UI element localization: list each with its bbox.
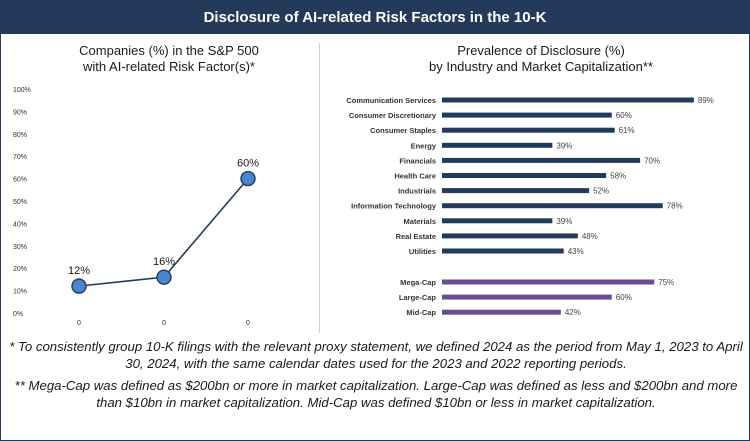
y-tick-label: 10% xyxy=(13,289,27,296)
y-tick-label: 0% xyxy=(13,311,23,318)
y-tick-label: 50% xyxy=(13,199,27,206)
category-label: Consumer Discretionary xyxy=(349,111,437,120)
bar-value-label: 60% xyxy=(616,293,632,302)
bar xyxy=(442,294,612,300)
category-label: Industrials xyxy=(398,187,436,196)
x-tick-label: 0 xyxy=(246,320,250,327)
footnote-market-cap: ** Mega-Cap was defined as $200bn or mor… xyxy=(14,378,738,410)
footnotes: * To consistently group 10-K filings wit… xyxy=(7,339,745,417)
category-label: Mega-Cap xyxy=(400,278,436,287)
bar xyxy=(442,218,553,224)
category-label: Communication Services xyxy=(346,96,436,105)
data-point xyxy=(71,278,87,294)
bar xyxy=(442,248,564,254)
right-chart-title: Prevalence of Disclosure (%) by Industry… xyxy=(361,43,721,75)
x-tick-label: 0 xyxy=(77,320,81,327)
data-label: 12% xyxy=(68,265,90,277)
category-label: Information Technology xyxy=(351,202,437,211)
bar-value-label: 58% xyxy=(610,172,626,181)
bar xyxy=(442,203,663,209)
bar-value-label: 60% xyxy=(616,111,632,120)
right-chart-title-line1: Prevalence of Disclosure (%) xyxy=(457,43,625,58)
banner-title: Disclosure of AI-related Risk Factors in… xyxy=(1,1,749,34)
category-label: Utilities xyxy=(409,247,436,256)
bar-value-label: 39% xyxy=(556,217,572,226)
y-tick-label: 40% xyxy=(13,221,27,228)
bar-value-label: 78% xyxy=(667,202,683,211)
y-tick-label: 90% xyxy=(13,109,27,116)
category-label: Real Estate xyxy=(396,232,436,241)
data-label: 16% xyxy=(153,256,175,268)
category-label: Consumer Staples xyxy=(370,126,436,135)
bar xyxy=(442,142,553,148)
data-point xyxy=(240,170,256,187)
bar xyxy=(442,173,607,178)
left-chart-title: Companies (%) in the S&P 500 with AI-rel… xyxy=(29,43,309,75)
bar-chart: Communication Services 89% Consumer Discre… xyxy=(346,96,714,317)
bar xyxy=(442,309,561,315)
bar-value-label: 39% xyxy=(556,141,572,150)
bar xyxy=(442,233,578,239)
bar-value-label: 70% xyxy=(644,156,660,165)
data-label: 60% xyxy=(237,158,259,170)
y-tick-label: 20% xyxy=(13,266,27,273)
bar-value-label: 48% xyxy=(582,232,598,241)
panel-divider xyxy=(319,43,320,333)
category-label: Large-Cap xyxy=(399,293,437,302)
y-tick-label: 70% xyxy=(13,154,27,161)
bar-value-label: 75% xyxy=(658,278,674,287)
bar xyxy=(442,157,641,163)
bar xyxy=(442,97,694,103)
y-tick-label: 60% xyxy=(13,177,27,184)
category-label: Energy xyxy=(411,141,437,150)
bar xyxy=(442,188,590,194)
bar-value-label: 42% xyxy=(565,308,581,317)
bar xyxy=(442,127,615,133)
left-chart-title-line1: Companies (%) in the S&P 500 xyxy=(79,43,259,58)
y-tick-label: 30% xyxy=(13,244,27,251)
category-label: Mid-Cap xyxy=(406,308,436,317)
footnote-period: * To consistently group 10-K filings wit… xyxy=(9,339,743,371)
category-label: Materials xyxy=(403,217,436,226)
x-tick-label: 0 xyxy=(162,320,166,327)
bar-value-label: 52% xyxy=(593,187,609,196)
y-tick-label: 80% xyxy=(13,132,27,139)
category-label: Financials xyxy=(399,156,436,165)
bar xyxy=(442,279,655,285)
bar-value-label: 89% xyxy=(698,96,714,105)
line-chart: 0% 10% 20% 30% 40% 50% 60% 70% 80% 90% 100% 0 0 0 12% 1… xyxy=(13,87,259,327)
bar-value-label: 61% xyxy=(619,126,635,135)
data-point xyxy=(156,269,172,285)
y-tick-label: 100% xyxy=(13,87,31,94)
bar xyxy=(442,112,612,118)
bar-value-label: 43% xyxy=(568,247,584,256)
right-chart-title-line2: by Industry and Market Capitalization** xyxy=(428,59,653,74)
category-label: Health Care xyxy=(394,172,436,181)
left-chart-title-line2: with AI-related Risk Factor(s)* xyxy=(83,59,255,74)
